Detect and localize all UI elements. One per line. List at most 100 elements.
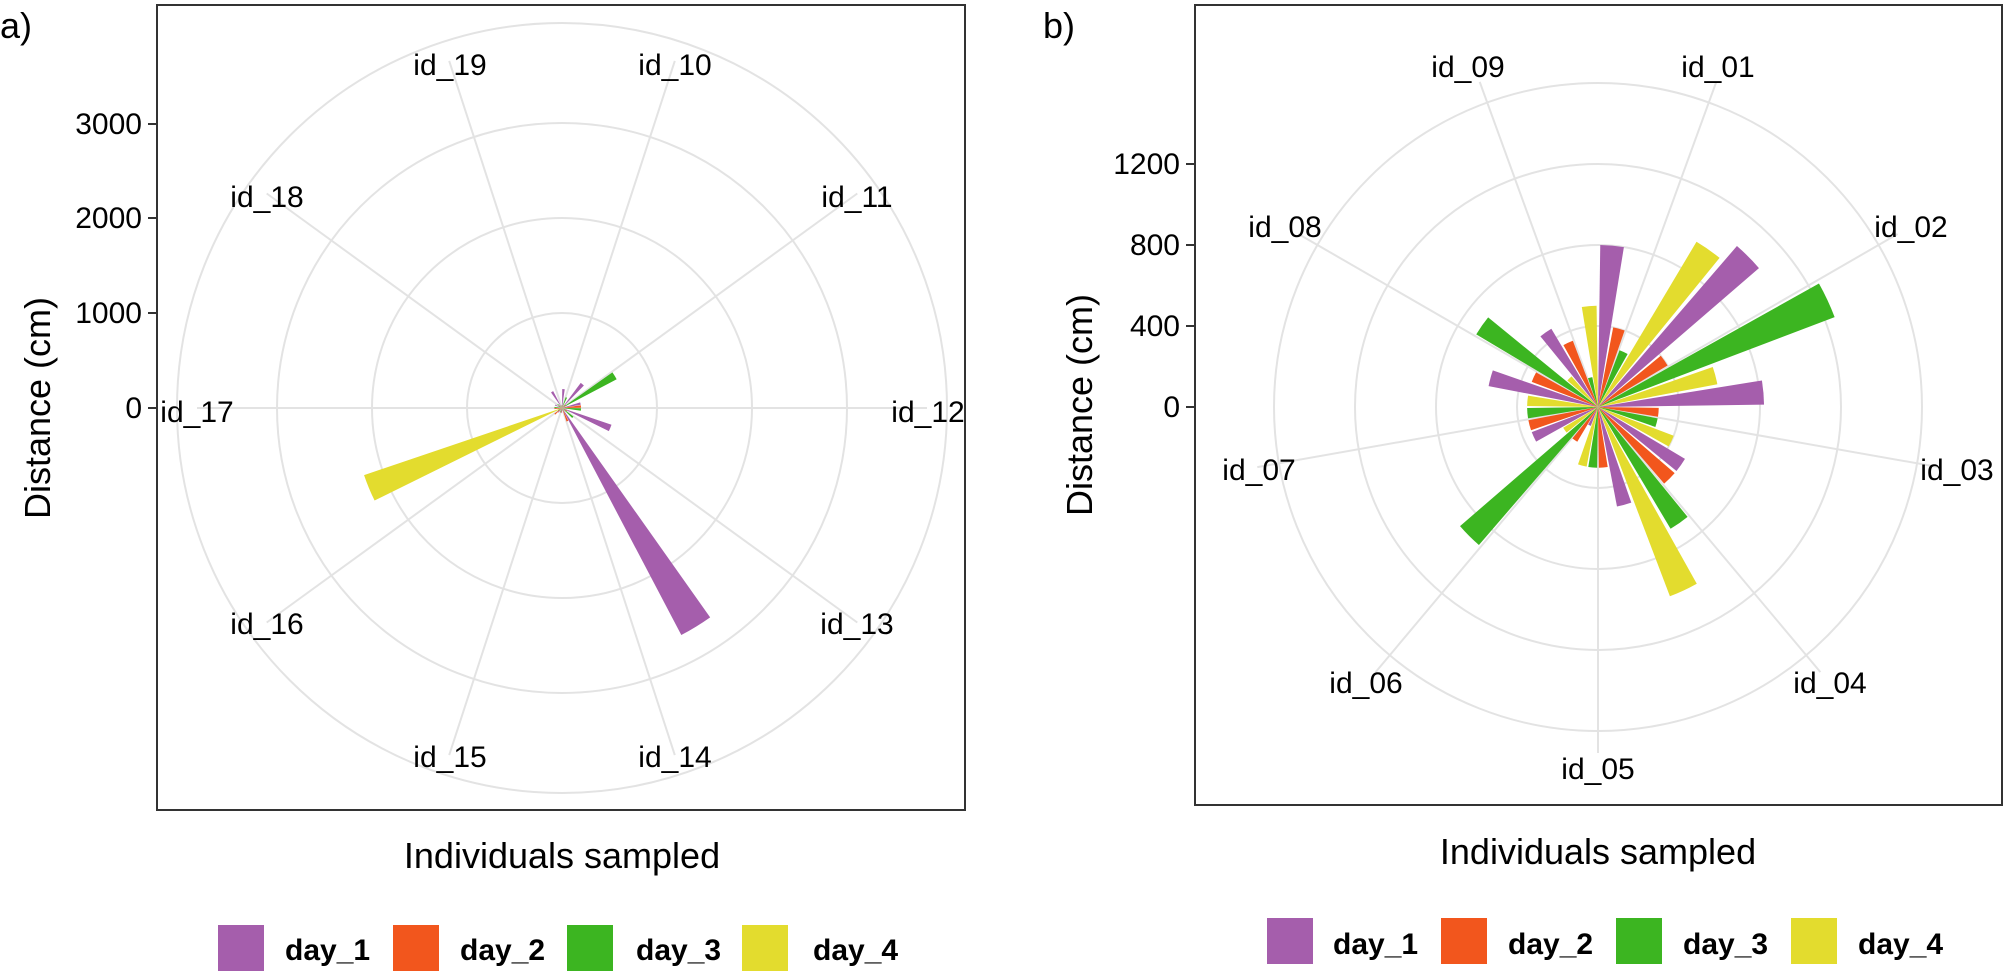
grid-spoke bbox=[266, 407, 563, 624]
y-tick-label-0: 0 bbox=[1163, 391, 1180, 424]
category-label-id-18: id_18 bbox=[230, 181, 303, 214]
legend-swatch-day-2 bbox=[393, 925, 439, 971]
bar-id_11-day_1 bbox=[562, 382, 584, 408]
legend-label-day-3: day_3 bbox=[636, 934, 721, 967]
panel-b-frame bbox=[1194, 4, 2003, 806]
bar-id_17-day_1 bbox=[558, 408, 562, 410]
panel-a: a) id_19 id_10 id_11 id_12 id_13 id_14 i… bbox=[0, 4, 966, 971]
bar-id_01-day_2 bbox=[1598, 327, 1625, 407]
legend-swatch-day-4 bbox=[1791, 918, 1837, 964]
bar-id_04-day_4 bbox=[1598, 407, 1697, 597]
bar-id_16-day_2 bbox=[554, 408, 562, 415]
bar-id_05-day_2 bbox=[1598, 407, 1608, 468]
bar-id_13-day_3 bbox=[562, 408, 574, 418]
bar-id_07-day_4 bbox=[1527, 395, 1598, 407]
bar-id_12-day_2 bbox=[562, 405, 581, 408]
panel-b: b) id_09 id_01 id_02 id_03 id_04 id_05 i… bbox=[1043, 4, 2003, 964]
bar-id_07-day_1 bbox=[1531, 407, 1598, 442]
bar-id_16-day_4 bbox=[364, 408, 562, 501]
grid-spoke bbox=[1597, 406, 1822, 673]
bar-id_01-day_1 bbox=[1598, 245, 1624, 407]
bar-id_19-day_1 bbox=[551, 391, 562, 408]
legend-swatch-day-1 bbox=[1267, 918, 1313, 964]
grid-spoke bbox=[561, 407, 858, 624]
grid-spoke bbox=[561, 192, 858, 409]
bar-id_07-day_3 bbox=[1527, 407, 1598, 419]
bar-id_15-day_3 bbox=[559, 408, 562, 413]
category-label-id-05: id_05 bbox=[1561, 753, 1634, 786]
bar-id_10-day_2 bbox=[562, 405, 563, 408]
legend-label-day-1: day_1 bbox=[1333, 928, 1418, 961]
grid-spoke bbox=[1297, 233, 1599, 408]
y-axis-title: Distance (cm) bbox=[1059, 294, 1100, 516]
bar-id_16-day_1 bbox=[558, 408, 562, 413]
bar-id_09-day_2 bbox=[1563, 340, 1598, 407]
y-tick-label-400: 400 bbox=[1130, 310, 1180, 343]
bar-id_14-day_1 bbox=[562, 408, 711, 636]
category-label-id-03: id_03 bbox=[1920, 454, 1993, 487]
bar-id_08-day_4 bbox=[1567, 376, 1598, 407]
y-tick-label-3000: 3000 bbox=[75, 108, 142, 141]
bar-id_11-day_3 bbox=[562, 372, 617, 408]
panel-a-y-axis: 3000 2000 1000 0 Distance (cm) bbox=[17, 108, 157, 519]
bar-id_09-day_3 bbox=[1588, 377, 1598, 407]
category-label-id-17: id_17 bbox=[160, 396, 233, 429]
bar-id_15-day_2 bbox=[560, 408, 562, 413]
bar-id_18-day_3 bbox=[557, 404, 562, 408]
panel-b-grid bbox=[1257, 81, 1939, 753]
bar-id_05-day_1 bbox=[1598, 407, 1632, 507]
bar-id_17-day_2 bbox=[554, 408, 562, 410]
category-label-id-11: id_11 bbox=[821, 181, 892, 214]
category-label-id-09: id_09 bbox=[1431, 51, 1504, 84]
panel-b-y-axis: 1200 800 400 0 Distance (cm) bbox=[1059, 148, 1195, 516]
bar-id_03-day_4 bbox=[1598, 407, 1674, 447]
panel-a-legend: day_1 day_2 day_3 day_4 bbox=[218, 925, 898, 971]
bar-id_16-day_3 bbox=[557, 408, 562, 411]
bar-id_15-day_1 bbox=[561, 408, 562, 413]
bar-id_04-day_3 bbox=[1598, 407, 1688, 529]
grid-spoke bbox=[266, 192, 563, 409]
category-label-id-13: id_13 bbox=[820, 608, 893, 641]
category-label-id-19: id_19 bbox=[413, 49, 486, 82]
panel-b-label: b) bbox=[1043, 5, 1075, 46]
category-label-id-10: id_10 bbox=[638, 49, 711, 82]
bar-id_02-day_1 bbox=[1598, 246, 1759, 407]
bar-id_02-day_2 bbox=[1598, 355, 1668, 407]
category-label-id-15: id_15 bbox=[413, 741, 486, 774]
y-tick-label-2000: 2000 bbox=[75, 202, 142, 235]
legend-label-day-2: day_2 bbox=[460, 934, 545, 967]
bar-id_02-day_4 bbox=[1598, 367, 1718, 407]
bar-id_14-day_2 bbox=[562, 408, 569, 422]
grid-spoke bbox=[448, 60, 563, 409]
legend-swatch-day-4 bbox=[742, 925, 788, 971]
grid-spoke bbox=[1478, 81, 1599, 408]
grid-spoke bbox=[561, 407, 676, 756]
category-label-id-12: id_12 bbox=[891, 396, 964, 429]
panel-b-category-labels: id_09 id_01 id_02 id_03 id_04 id_05 id_0… bbox=[1222, 51, 1993, 786]
category-label-id-08: id_08 bbox=[1248, 211, 1321, 244]
bar-id_04-day_2 bbox=[1598, 407, 1675, 484]
y-tick-label-800: 800 bbox=[1130, 229, 1180, 262]
legend-label-day-3: day_3 bbox=[1683, 928, 1768, 961]
category-label-id-14: id_14 bbox=[638, 741, 711, 774]
grid-ring bbox=[176, 22, 948, 794]
bar-id_13-day_2 bbox=[562, 408, 568, 412]
legend-swatch-day-1 bbox=[218, 925, 264, 971]
bar-id_01-day_3 bbox=[1598, 350, 1628, 407]
y-tick-label-1200: 1200 bbox=[1113, 148, 1180, 181]
legend-label-day-4: day_4 bbox=[813, 934, 898, 967]
category-label-id-06: id_06 bbox=[1329, 667, 1402, 700]
bar-id_01-day_4 bbox=[1598, 241, 1720, 407]
bar-id_06-day_3 bbox=[1460, 407, 1598, 545]
bar-id_09-day_4 bbox=[1581, 305, 1598, 407]
bar-id_08-day_1 bbox=[1488, 370, 1598, 407]
bar-id_06-day_1 bbox=[1588, 407, 1598, 426]
category-label-id-02: id_02 bbox=[1874, 211, 1947, 244]
grid-spoke bbox=[448, 407, 563, 756]
legend-swatch-day-3 bbox=[567, 925, 613, 971]
y-tick-label-1000: 1000 bbox=[75, 297, 142, 330]
bar-id_03-day_2 bbox=[1598, 407, 1659, 417]
bar-id_09-day_1 bbox=[1540, 328, 1598, 407]
bar-id_12-day_3 bbox=[562, 408, 581, 411]
panel-a-grid bbox=[176, 22, 948, 794]
